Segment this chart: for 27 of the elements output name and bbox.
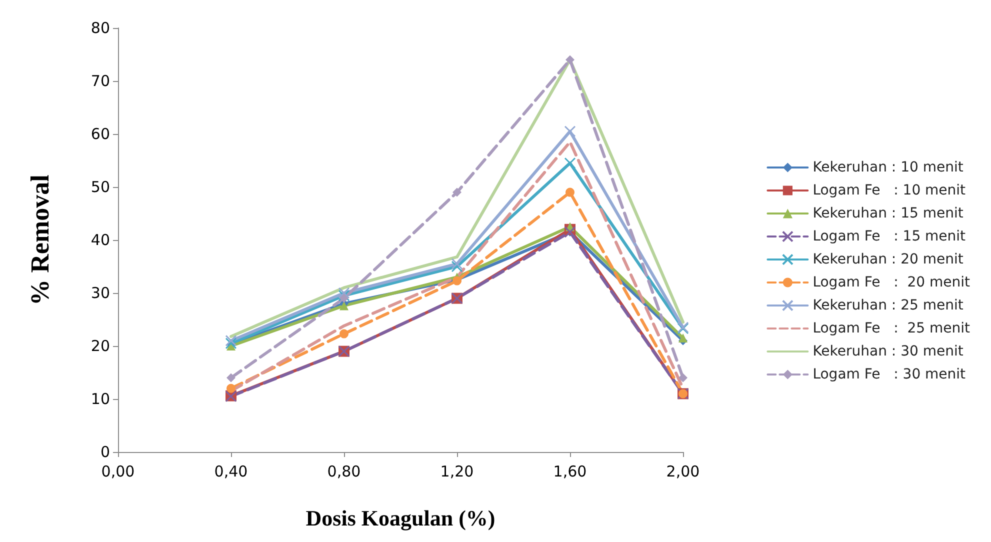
y-tick-label: 40 xyxy=(90,231,110,249)
legend-label: Kekeruhan : 25 menit xyxy=(812,298,964,314)
y-tick-label: 70 xyxy=(90,72,110,90)
y-axis-title: % Removal xyxy=(26,174,54,306)
legend-label: Logam Fe : 20 menit xyxy=(812,274,971,290)
x-axis-title: Dosis Koagulan (%) xyxy=(306,506,496,530)
y-tick-label: 60 xyxy=(90,125,110,143)
y-tick-label: 30 xyxy=(90,284,110,302)
x-tick-label: 0,40 xyxy=(214,462,248,480)
legend-label: Kekeruhan : 15 menit xyxy=(812,206,964,222)
x-tick-label: 1,60 xyxy=(553,462,587,480)
legend-label: Logam Fe : 15 menit xyxy=(812,228,966,244)
x-tick-label: 0,80 xyxy=(327,462,361,480)
legend-label: Logam Fe : 25 menit xyxy=(812,320,971,336)
x-tick-label: 1,20 xyxy=(440,462,474,480)
legend-label: Kekeruhan : 20 menit xyxy=(812,252,964,268)
y-tick-label: 10 xyxy=(90,390,110,408)
legend-label: Logam Fe : 10 menit xyxy=(812,182,966,198)
y-tick-label: 50 xyxy=(90,178,110,196)
legend-label: Kekeruhan : 10 menit xyxy=(812,160,964,176)
y-tick-label: 20 xyxy=(90,337,110,355)
x-tick-label: 0,00 xyxy=(101,462,135,480)
y-tick-label: 80 xyxy=(90,19,110,37)
legend-label: Kekeruhan : 30 menit xyxy=(812,344,964,360)
legend-label: Logam Fe : 30 menit xyxy=(812,366,966,382)
x-tick-label: 2,00 xyxy=(666,462,700,480)
y-tick-label: 0 xyxy=(100,443,110,461)
